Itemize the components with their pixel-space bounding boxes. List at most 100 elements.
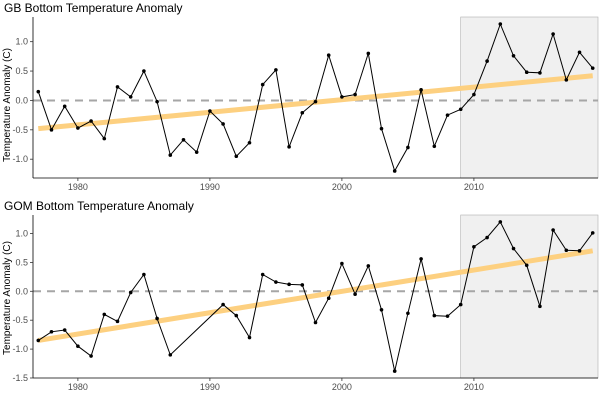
gom-shaded-region [460, 214, 599, 379]
gom-y-tick-label: -1.5 [12, 373, 28, 383]
gb-shaded-region-layer [460, 16, 599, 179]
gom-data-point [472, 244, 476, 249]
gb-data-point [36, 89, 41, 94]
gb-data-point [511, 53, 516, 58]
gom-data-point [392, 369, 397, 373]
gom-data-point [274, 280, 278, 284]
gom-data-point [260, 272, 265, 277]
gb-data-point [260, 82, 265, 87]
gom-data-point [300, 283, 305, 287]
gb-y-tick-label: -1.0 [12, 154, 28, 164]
gb-data-point [128, 95, 133, 99]
gom-data-point [432, 313, 437, 318]
gom-data-point [590, 231, 595, 235]
gb-data-point [432, 144, 437, 149]
gb-y-axis-title: Temperature Anomaly (C) [2, 48, 13, 162]
gom-x-tick-label: 2010 [464, 382, 484, 392]
gb-data-point [181, 138, 186, 142]
gb-data-point [326, 53, 331, 57]
gom-data-point [419, 257, 423, 261]
gb-data-point [498, 22, 503, 26]
gb-data-point [379, 126, 384, 131]
gb-data-point [366, 51, 371, 56]
gom-panel-title: GOM Bottom Temperature Anomaly [4, 199, 194, 213]
gb-data-point [115, 85, 120, 89]
gom-x-tick-label: 1980 [68, 382, 88, 392]
gb-data-point [524, 70, 529, 75]
gom-data-point [353, 292, 357, 296]
gb-y-tick-label: -0.5 [12, 125, 28, 135]
gom-data-point [538, 304, 542, 309]
gom-data-point [379, 307, 384, 312]
gb-data-point [194, 150, 199, 154]
gom-y-tick-label: -0.5 [12, 315, 28, 325]
gom-data-point [498, 220, 503, 224]
gb-data-point [155, 99, 159, 104]
gom-data-point [406, 311, 410, 316]
gom-data-point [102, 312, 107, 317]
gb-data-point [406, 145, 410, 150]
gb-series-layer [36, 22, 595, 173]
gom-data-point [445, 314, 450, 318]
gb-data-point [287, 145, 291, 149]
gom-data-point [564, 248, 569, 253]
gb-data-point [340, 95, 344, 99]
gb-data-point [353, 92, 357, 97]
gb-data-point [590, 66, 595, 70]
gb-data-point [577, 50, 582, 55]
gb-panel: GB Bottom Temperature Anomaly -1.0 -0.5 0.… [2, 1, 599, 192]
gb-shaded-region [460, 16, 599, 179]
gb-data-point [445, 113, 450, 117]
gom-axes-layer: -1.5 -1.0 -0.5 0.0 0.5 1.0 1980 1990 2000 2010 [12, 215, 598, 392]
gb-axes-layer: -1.0 -0.5 0.0 0.5 1.0 1980 1990 2000 2010 [12, 17, 598, 192]
gom-data-point [128, 290, 133, 295]
gb-data-point [419, 88, 423, 92]
gb-panel-title: GB Bottom Temperature Anomaly [4, 1, 183, 15]
gb-data-point [89, 119, 93, 123]
gom-data-point [287, 282, 291, 287]
gb-data-point [472, 92, 476, 97]
gb-y-tick-label: 0.0 [15, 95, 28, 105]
gom-data-point [168, 353, 173, 357]
gom-data-point [221, 302, 225, 307]
gb-x-tick-label: 1980 [68, 182, 88, 192]
gom-shaded-region-layer [460, 214, 599, 379]
gom-trend-line [37, 248, 594, 343]
gom-data-point [89, 354, 93, 358]
gom-data-point [511, 246, 516, 251]
gom-data-point [577, 249, 582, 253]
gb-data-point [458, 107, 463, 112]
gom-data-point [76, 344, 80, 349]
gom-y-tick-label: 1.0 [15, 228, 28, 238]
gom-data-point [62, 328, 67, 332]
gb-data-point [208, 109, 212, 113]
gom-x-tick-label: 2000 [332, 382, 352, 392]
gb-data-point [62, 104, 67, 109]
gom-data-point [247, 335, 252, 340]
gb-data-point [485, 59, 489, 63]
gb-y-tick-label: 0.5 [15, 66, 28, 76]
gom-data-point [155, 316, 159, 321]
gom-data-point [551, 228, 555, 232]
gom-series-line [38, 220, 594, 372]
gb-data-point [313, 99, 318, 104]
gb-x-tick-label: 2010 [464, 182, 484, 192]
gom-data-point [115, 319, 120, 324]
gb-data-point [49, 128, 54, 132]
gb-data-point [142, 69, 146, 73]
gb-data-point [221, 122, 225, 126]
gb-y-tick-label: 1.0 [15, 37, 28, 47]
gb-data-point [564, 78, 569, 82]
gom-data-point [366, 264, 371, 268]
gom-data-point [326, 296, 331, 301]
gom-y-axis-title: Temperature Anomaly (C) [2, 241, 13, 355]
gb-data-point [538, 71, 542, 75]
gb-x-tick-label: 2000 [332, 182, 352, 192]
gom-data-point [340, 261, 344, 266]
gb-data-point [274, 68, 278, 72]
gb-data-point [102, 136, 107, 141]
gom-data-point [142, 272, 146, 277]
gb-data-point [247, 140, 252, 145]
gom-data-point [234, 313, 239, 318]
